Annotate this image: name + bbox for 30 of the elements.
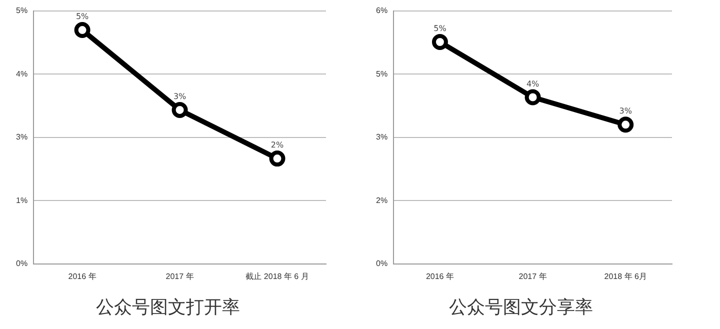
x-tick-label: 2017 年 [166, 272, 194, 281]
text: 公众号图文分享率 [449, 296, 593, 318]
y-tick-label: 3% [376, 132, 388, 142]
data-label: 5% [76, 12, 90, 22]
y-tick-label: 0% [16, 259, 28, 268]
point [269, 150, 286, 167]
data-label: 2% [270, 140, 284, 150]
data-label: 4% [526, 79, 540, 88]
point [172, 102, 188, 118]
y-tick-label: 5% [376, 69, 388, 78]
y-tick-label: 4% [16, 69, 28, 78]
point [618, 116, 634, 133]
x-tick-label: 2016 年 [68, 272, 96, 281]
y-tick-label: 6% [376, 6, 388, 16]
y-tick-label: 0% [376, 259, 388, 268]
y-tick-label: 2% [376, 196, 388, 205]
data-label: 3% [619, 106, 632, 116]
x-tick-label: 2018 年 6月 [604, 272, 647, 281]
data-label: 3% [173, 92, 187, 102]
text: 公众号图文打开率 [96, 296, 240, 318]
x-tick-label: 2016 年 [426, 272, 454, 281]
data-label: 5% [434, 24, 447, 34]
y-tick-label: 1% [16, 196, 28, 205]
point [524, 89, 541, 106]
x-tick-label: 2017 年 [518, 272, 547, 281]
point [432, 34, 448, 50]
point [74, 22, 90, 38]
y-tick-label: 5% [16, 6, 28, 16]
x-tick-label: 截止 2018 年 6 月 [246, 272, 309, 281]
y-tick-label: 3% [16, 132, 28, 142]
